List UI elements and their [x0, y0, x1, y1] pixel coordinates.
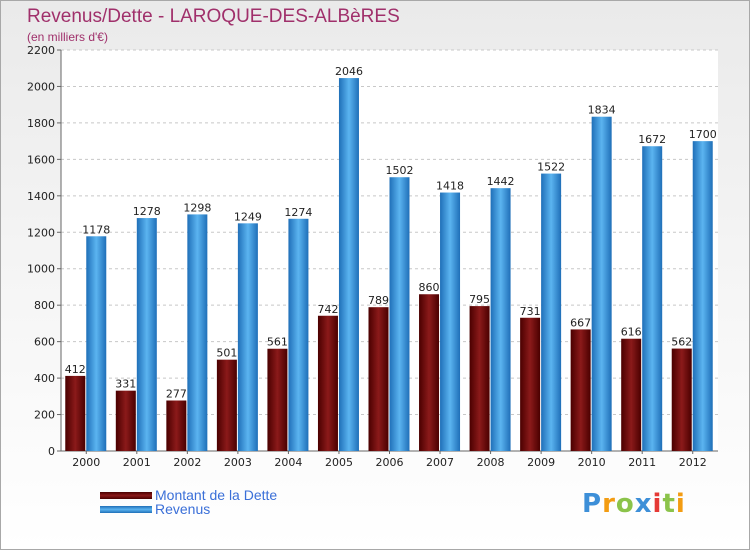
value-label: 1502 [386, 164, 414, 177]
value-label: 561 [267, 336, 288, 349]
bar-revenus [642, 146, 663, 452]
value-label: 667 [570, 316, 591, 329]
bar-dette [115, 390, 136, 451]
y-tick-label: 600 [34, 336, 55, 349]
x-tick-label: 2008 [477, 456, 505, 469]
y-tick-label: 2000 [27, 80, 55, 93]
x-tick-label: 2012 [679, 456, 707, 469]
x-tick-label: 2002 [173, 456, 201, 469]
bar-dette [267, 348, 288, 451]
value-label: 331 [115, 378, 136, 391]
x-tick-label: 2009 [527, 456, 555, 469]
value-label: 501 [216, 347, 237, 360]
value-label: 731 [520, 305, 541, 318]
value-label: 795 [469, 293, 490, 306]
chart-unit-subtitle: (en milliers d'€) [27, 30, 108, 44]
value-label: 1418 [436, 180, 464, 193]
legend-label-revenus: Revenus [155, 501, 211, 517]
y-tick-label: 1800 [27, 117, 55, 130]
y-tick-label: 1600 [27, 153, 55, 166]
bar-revenus [440, 192, 461, 451]
value-label: 1249 [234, 210, 262, 223]
bar-dette [419, 294, 440, 451]
value-label: 412 [65, 363, 86, 376]
bar-revenus [288, 218, 309, 451]
bar-dette [570, 329, 591, 451]
bar-dette [520, 317, 541, 451]
x-tick-label: 2001 [123, 456, 151, 469]
logo-letter: t [662, 489, 676, 519]
bar-dette [166, 400, 187, 451]
value-label: 742 [317, 303, 338, 316]
value-label: 1274 [284, 206, 312, 219]
logo-letter: o [615, 489, 635, 519]
x-tick-label: 2006 [376, 456, 404, 469]
proxiti-logo: Proxiti [582, 489, 686, 519]
bar-revenus [692, 141, 713, 452]
bar-revenus [86, 236, 107, 451]
value-label: 1178 [82, 223, 110, 236]
bar-revenus [490, 188, 511, 451]
bar-dette [65, 375, 86, 451]
bar-revenus [338, 78, 359, 451]
logo-letter: P [582, 489, 603, 519]
x-tick-label: 2007 [426, 456, 454, 469]
logo-letter: i [675, 489, 686, 519]
y-tick-label: 1000 [27, 263, 55, 276]
x-tick-label: 2003 [224, 456, 252, 469]
y-tick-label: 400 [34, 372, 55, 385]
value-label: 860 [419, 281, 440, 294]
bar-revenus [136, 218, 157, 451]
y-tick-label: 0 [48, 445, 55, 458]
bar-revenus [237, 223, 258, 451]
logo-letter: i [652, 489, 663, 519]
value-label: 1522 [537, 161, 565, 174]
bar-dette [621, 338, 642, 451]
value-label: 562 [671, 336, 692, 349]
logo-letter: r [602, 489, 616, 519]
x-tick-label: 2000 [72, 456, 100, 469]
value-label: 1298 [183, 201, 211, 214]
bar-dette [671, 348, 692, 451]
legend-swatch-dette [100, 492, 152, 499]
value-label: 1672 [638, 133, 666, 146]
value-label: 1442 [487, 175, 515, 188]
value-label: 789 [368, 294, 389, 307]
value-label: 277 [166, 388, 187, 401]
bar-revenus [591, 116, 612, 451]
value-label: 1834 [588, 104, 616, 117]
value-label: 1700 [689, 128, 717, 141]
y-tick-label: 1400 [27, 190, 55, 203]
bar-revenus [541, 173, 562, 451]
legend-swatch-revenus [100, 506, 152, 513]
bar-revenus [187, 214, 208, 451]
x-tick-label: 2010 [578, 456, 606, 469]
chart-title: Revenus/Dette - LAROQUE-DES-ALBèRES [27, 6, 400, 27]
x-tick-label: 2005 [325, 456, 353, 469]
bar-revenus [389, 177, 410, 451]
bar-dette [216, 359, 237, 451]
bar-dette [317, 315, 338, 451]
value-label: 1278 [133, 205, 161, 218]
bar-dette [368, 307, 389, 451]
value-label: 616 [621, 326, 642, 339]
bar-dette [469, 306, 490, 451]
x-tick-label: 2004 [274, 456, 302, 469]
y-tick-label: 2200 [27, 44, 55, 57]
y-tick-label: 800 [34, 299, 55, 312]
y-tick-label: 1200 [27, 226, 55, 239]
x-tick-label: 2011 [628, 456, 656, 469]
y-tick-label: 200 [34, 409, 55, 422]
logo-letter: x [634, 489, 653, 519]
value-label: 2046 [335, 65, 363, 78]
legend-label-dette: Montant de la Dette [155, 487, 278, 503]
